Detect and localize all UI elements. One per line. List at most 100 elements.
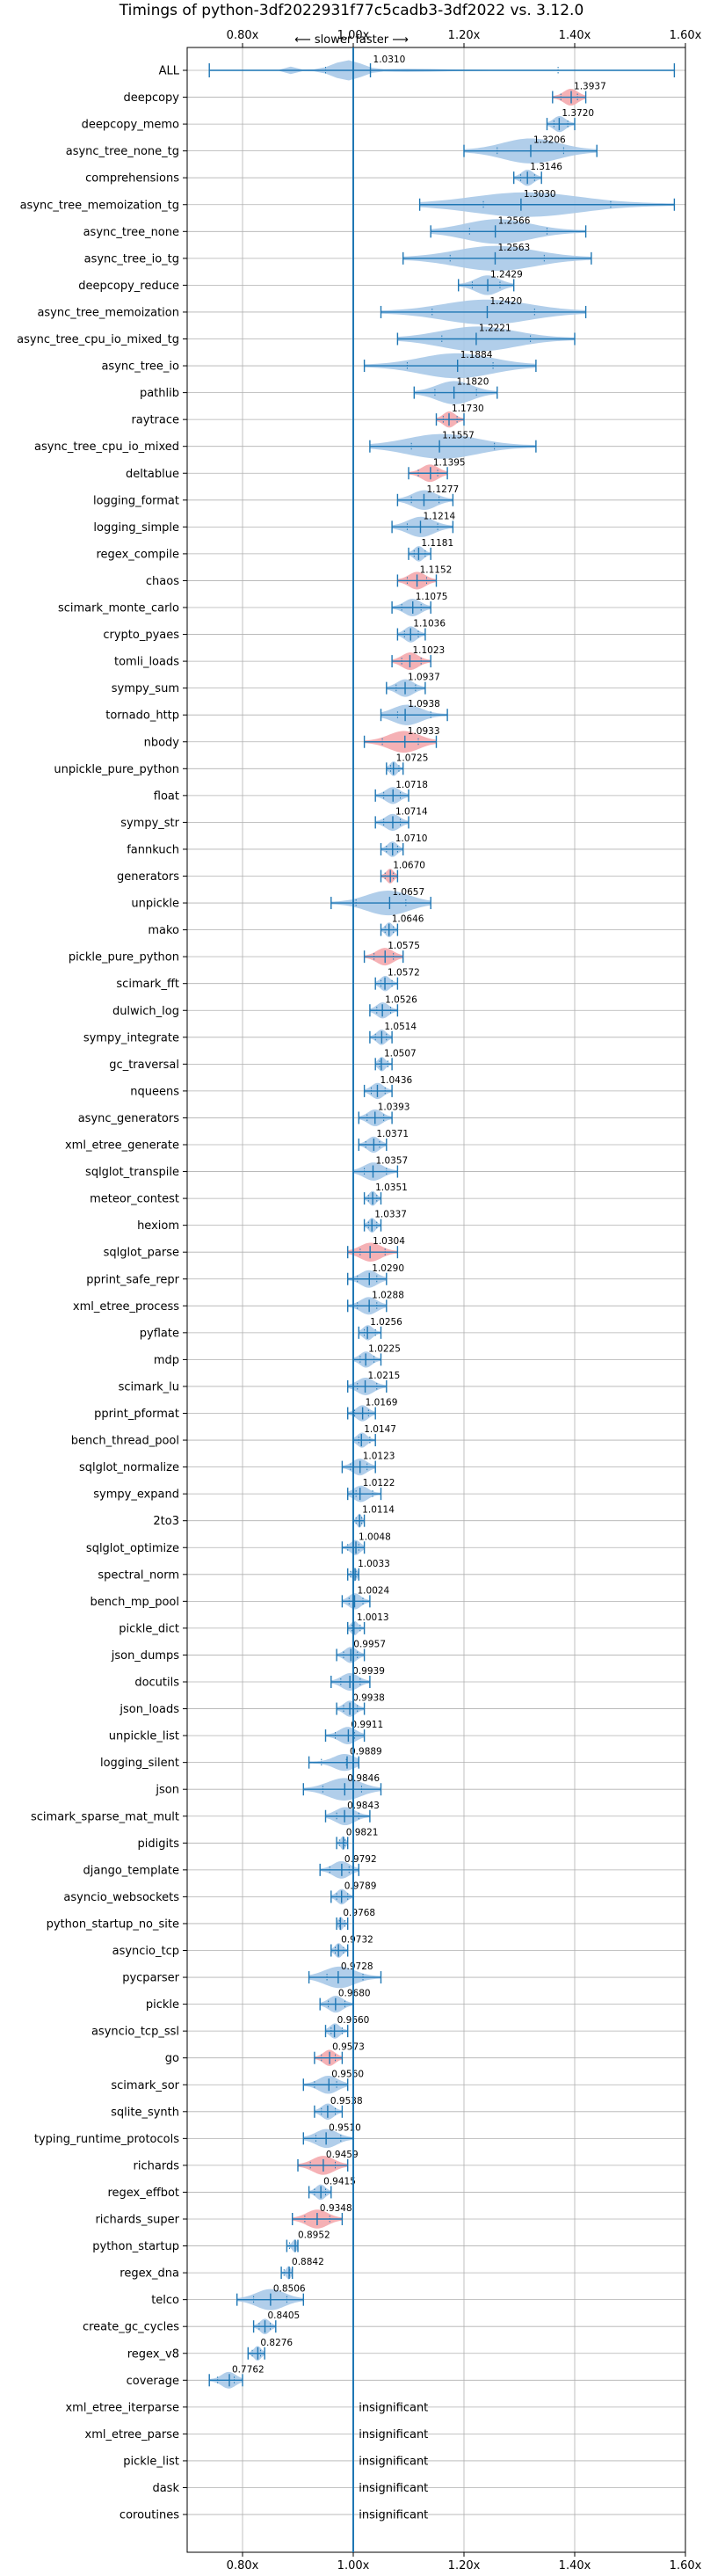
benchmark-label: async_tree_memoization_tg [20, 199, 179, 212]
value-label: 1.0514 [384, 1022, 417, 1032]
value-label: 1.0646 [392, 914, 424, 925]
benchmark-label: async_tree_none [83, 226, 179, 239]
benchmark-label: pathlib [140, 387, 179, 400]
benchmark-label: pickle [146, 1998, 179, 2012]
benchmark-label: tomli_loads [114, 656, 179, 669]
value-label: 1.0024 [358, 1585, 390, 1596]
benchmark-label: deltablue [126, 468, 179, 481]
benchmark-label: asyncio_tcp_ssl [91, 2026, 179, 2039]
value-label: 1.0290 [372, 1263, 404, 1274]
value-label: 1.0393 [378, 1102, 410, 1112]
benchmark-label: json_loads [119, 1703, 179, 1716]
value-label: 0.9889 [350, 1747, 382, 1757]
benchmark-label: dask [152, 2482, 179, 2495]
x-tick-label-bottom: 1.40x [559, 2559, 591, 2572]
benchmark-label: deepcopy [123, 91, 179, 105]
benchmark-label: coroutines [120, 2509, 179, 2522]
value-label: 1.1820 [457, 377, 489, 388]
benchmark-label: create_gc_cycles [83, 2321, 179, 2334]
value-label: 1.0114 [362, 1505, 395, 1516]
value-label: 0.9938 [352, 1693, 385, 1704]
benchmark-label: deepcopy_reduce [78, 280, 179, 293]
value-label: 1.1075 [416, 592, 448, 602]
value-label: 1.3720 [562, 108, 594, 119]
x-tick-label-top: 1.40x [559, 29, 591, 42]
benchmark-label: xml_etree_parse [85, 2428, 179, 2441]
value-label: 1.0725 [396, 753, 429, 763]
value-label: 1.1395 [433, 457, 466, 468]
value-label: 0.9846 [347, 1773, 380, 1784]
benchmark-label: async_tree_cpu_io_mixed [34, 440, 179, 454]
plot-frame [186, 47, 686, 2553]
grid-layer: 0.80x 0.80x 1.00x 1.00x 1.20x 1.20x 1.40x 1.40x… [187, 29, 702, 2572]
value-label: 0.9415 [323, 2176, 356, 2187]
benchmark-label: regex_compile [96, 548, 179, 561]
value-label: 1.0310 [373, 55, 406, 65]
value-label: 1.2429 [490, 269, 523, 280]
value-label: 1.1214 [423, 511, 455, 521]
benchmark-label: scimark_lu [119, 1380, 179, 1394]
value-label: 1.0256 [370, 1317, 402, 1328]
benchmark-label: pprint_pformat [94, 1408, 179, 1421]
value-label: 1.0933 [408, 726, 440, 737]
violin-layer [208, 60, 676, 2389]
insignificant-label: insignificant [359, 2455, 428, 2468]
benchmark-label: json_dumps [111, 1649, 179, 1663]
value-label: 1.1181 [421, 538, 453, 549]
benchmark-label: pyflate [140, 1327, 179, 1340]
value-label: 1.0225 [368, 1343, 401, 1354]
value-label: 1.3146 [530, 162, 562, 172]
benchmark-label: async_tree_cpu_io_mixed_tg [17, 333, 179, 346]
value-label: 1.0337 [374, 1210, 407, 1220]
benchmark-label: pickle_pure_python [69, 951, 179, 964]
value-label: 0.8506 [273, 2284, 306, 2295]
value-label: 1.0357 [375, 1156, 408, 1167]
value-label: 1.0169 [366, 1398, 398, 1408]
value-label: 1.0436 [380, 1075, 412, 1086]
benchmark-label: async_tree_io [101, 360, 179, 374]
value-label: 0.7762 [232, 2364, 265, 2375]
x-tick-label-top: 1.00x [337, 29, 370, 42]
insignificant-label: insignificant [359, 2482, 428, 2495]
value-label: 0.8276 [260, 2338, 293, 2348]
benchmark-label: python_startup [92, 2240, 179, 2253]
x-tick-label-top: 1.60x [670, 29, 702, 42]
benchmark-label: regex_v8 [127, 2347, 179, 2361]
benchmark-label: sympy_sum [112, 682, 179, 695]
benchmark-label: async_tree_io_tg [84, 252, 179, 266]
value-label: 1.1277 [426, 484, 459, 495]
value-label: 0.9768 [343, 1908, 375, 1918]
value-label: 1.0937 [408, 673, 440, 683]
value-label: 1.3937 [574, 82, 606, 92]
insignificant-label: insignificant [359, 2509, 428, 2522]
value-label: 1.0123 [363, 1452, 395, 1462]
value-label: 0.9560 [331, 2069, 364, 2079]
label-layer: ALL 1.0310 deepcopy 1.3937 deepcopy_memo 1.37… [17, 55, 606, 2522]
value-label: 1.0507 [384, 1048, 417, 1059]
benchmark-label: unpickle [131, 898, 179, 911]
benchmark-label: json [155, 1784, 179, 1797]
value-label: 0.9843 [347, 1801, 380, 1811]
benchmark-label: fannkuch [127, 843, 179, 856]
value-label: 0.9728 [341, 1961, 373, 1972]
value-label: 0.9821 [346, 1827, 379, 1837]
value-label: 1.0215 [368, 1371, 401, 1381]
value-label: 1.0938 [408, 699, 440, 709]
value-label: 0.9348 [320, 2203, 352, 2214]
benchmark-label: sqlglot_optimize [86, 1542, 179, 1555]
value-label: 1.2563 [497, 243, 530, 253]
benchmark-label: pickle_dict [119, 1622, 179, 1635]
benchmark-label: spectral_norm [98, 1568, 179, 1582]
benchmark-label: sqlglot_normalize [79, 1461, 179, 1474]
benchmark-label: logging_silent [100, 1757, 179, 1770]
benchmark-label: bench_thread_pool [71, 1435, 179, 1448]
benchmark-label: generators [117, 870, 179, 884]
benchmark-label: python_startup_no_site [47, 1917, 179, 1931]
value-label: 1.0670 [393, 861, 425, 871]
benchmark-label: logging_simple [93, 521, 179, 535]
x-tick-label-bottom: 1.00x [337, 2559, 370, 2572]
value-label: 1.0657 [392, 887, 424, 898]
value-label: 1.0575 [388, 941, 420, 951]
value-label: 1.1152 [420, 564, 453, 575]
benchmark-label: pprint_safe_repr [86, 1273, 179, 1286]
